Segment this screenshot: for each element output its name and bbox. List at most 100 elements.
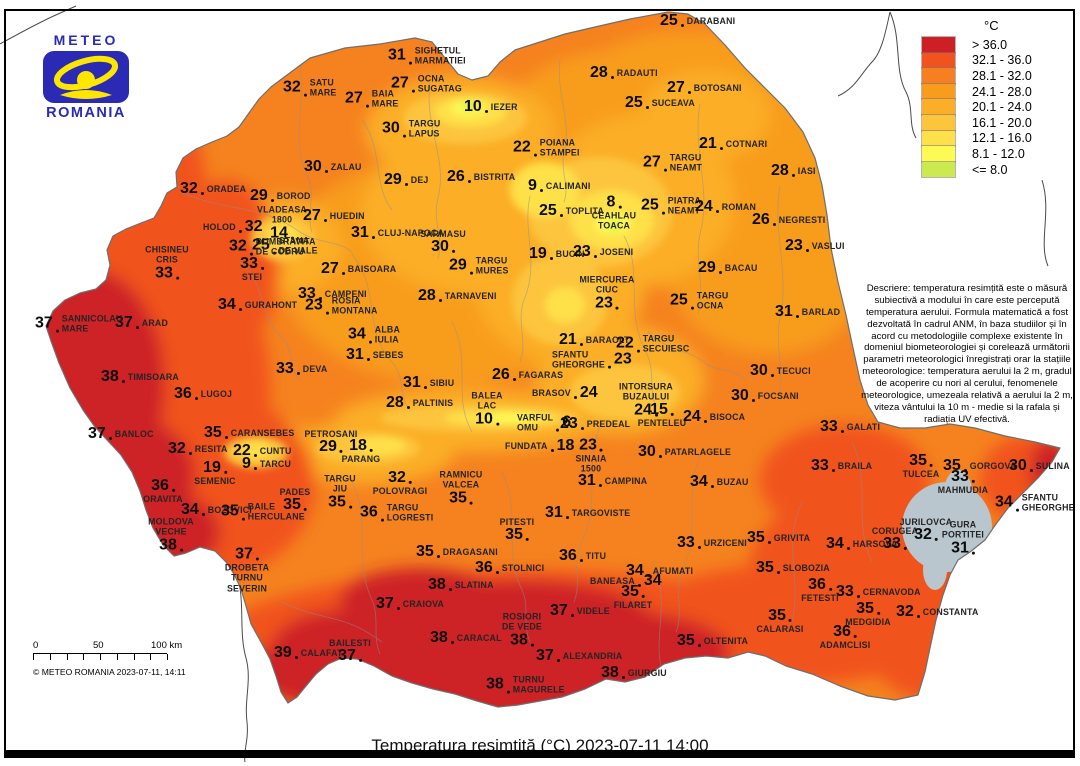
station-marker-dot: [579, 559, 583, 562]
station-label: ROSIORI DE VEDE: [501, 611, 543, 632]
station-label: OLTENITA: [703, 635, 749, 646]
station-baile-herculane: 35 BAILE HERCULANE: [221, 502, 305, 523]
station-marker-dot: [697, 644, 701, 647]
station-marker-dot: [680, 24, 684, 27]
station-marker-dot: [772, 223, 776, 226]
station-value: 27: [321, 260, 339, 277]
legend-item: > 36.0: [921, 36, 1032, 54]
station-label: CRAIOVA: [402, 598, 445, 609]
station-value: 15: [650, 400, 668, 418]
station-label: DEJ: [410, 174, 429, 185]
station-brasov: BRASOV 24: [532, 385, 598, 401]
station-marker-dot: [934, 538, 938, 542]
station-tecuci: 30 TECUCI: [750, 363, 811, 379]
station-label: GALATI: [846, 421, 881, 432]
legend-range-label: 8.1 - 12.0: [972, 146, 1025, 161]
station-turnu-magurele: 38 TURNU MAGURELE: [486, 675, 565, 696]
station-marker-dot: [690, 306, 694, 310]
station-marker-dot: [135, 326, 139, 329]
station-value: 31: [388, 47, 406, 64]
station-chisineu-cris: CHISINEU CRIS 33: [145, 245, 189, 282]
station-value: 32: [896, 603, 914, 620]
station-marker-dot: [579, 343, 583, 346]
station-label: CALIMANI: [545, 180, 591, 191]
station-rosiori-de-vede: ROSIORI DE VEDE 38: [502, 612, 542, 649]
station-marker-dot: [549, 257, 553, 260]
station-value: 35: [328, 493, 346, 511]
station-marker-dot: [697, 546, 701, 549]
station-label: PENTELEU: [637, 417, 687, 428]
station-predeal: 23 PREDEAL: [560, 416, 630, 432]
legend-swatch: [921, 98, 956, 116]
station-value: 26: [447, 168, 465, 185]
station-label: SEMENIC: [194, 475, 236, 486]
station-value: 28: [590, 64, 608, 81]
station-value: 39: [274, 644, 292, 661]
station-value: 19: [529, 245, 547, 262]
station-paltinis: 28 PALTINIS: [386, 395, 453, 411]
station-marker-dot: [831, 469, 835, 472]
station-marker-dot: [715, 210, 719, 213]
station-marker-dot: [323, 219, 327, 222]
station-value: 35: [621, 582, 639, 600]
station-value: 31: [545, 504, 563, 521]
legend-item: 20.1 - 24.0: [921, 98, 1032, 116]
station-suceava: 25 SUCEAVA: [625, 95, 695, 111]
legend-swatch: [921, 113, 956, 132]
station-value: 34: [826, 535, 844, 552]
station-vladeasa-1800: VLADEASA 1800 14: [257, 205, 307, 242]
legend-item: 8.1 - 12.0: [921, 145, 1032, 163]
station-label: LUGOJ: [200, 388, 233, 399]
legend-swatch: [921, 51, 956, 70]
station-label: DEVA: [302, 363, 328, 374]
legend-item: 32.1 - 36.0: [921, 51, 1032, 70]
station-marker-dot: [396, 607, 400, 610]
station-label: SFANTU GHEORGHE: [552, 349, 605, 370]
station-urziceni: 33 URZICENI: [677, 535, 747, 551]
station-marker-dot: [853, 634, 857, 638]
station-lugoj: 36 LUGOJ: [174, 386, 232, 402]
station-value: 35: [505, 526, 523, 544]
station-label: TITU: [585, 550, 607, 561]
station-label: TARGU OCNA: [696, 290, 729, 311]
legend-item: 12.1 - 16.0: [921, 129, 1032, 148]
station-baia-mare: 27 BAIA MARE: [345, 89, 399, 110]
station-negresti: 26 NEGRESTI: [752, 212, 825, 228]
legend-swatch: [921, 82, 956, 101]
station-value: 25: [641, 197, 659, 214]
station-label: BRAILA: [837, 460, 873, 471]
station-patarlagele: 30 PATARLAGELE: [638, 444, 731, 460]
station-grivita: 35 GRIVITA: [747, 530, 810, 546]
legend-range-label: 12.1 - 16.0: [972, 131, 1032, 146]
station-marker-dot: [525, 538, 529, 542]
station-label: PREDEAL: [586, 418, 631, 429]
station-marker-dot: [929, 463, 933, 467]
station-value: 34: [690, 473, 708, 490]
station-galati: 33 GALATI: [820, 419, 880, 435]
station-marker-dot: [406, 406, 410, 409]
station-value: 35: [221, 503, 239, 520]
station-marker-dot: [469, 501, 473, 505]
station-label: RADAUTI: [616, 67, 658, 78]
station-marker-dot: [565, 516, 569, 519]
station-label: SLOBOZIA: [782, 562, 830, 573]
station-marker-dot: [241, 517, 245, 521]
station-label: OCNA SUGATAG: [417, 73, 462, 94]
station-marker-dot: [380, 518, 384, 522]
station-label: BACAU: [724, 262, 758, 273]
station-marker-dot: [194, 397, 198, 400]
station-marker-dot: [365, 104, 369, 108]
station-marker-dot: [325, 311, 329, 315]
station-marker-dot: [436, 555, 440, 558]
station-marker-dot: [776, 571, 780, 574]
scale-bar-line: [33, 653, 168, 661]
station-value: 31: [403, 374, 421, 391]
legend-swatch: [921, 129, 956, 148]
station-parang: 18 PARANG: [342, 437, 381, 464]
station-bisoca: 24 BISOCA: [683, 409, 745, 425]
station-bailesti: BAILESTI 37: [329, 638, 371, 664]
station-marker-dot: [512, 378, 516, 381]
station-label: BANLOC: [114, 428, 154, 439]
station-value: 27: [303, 207, 321, 224]
station-marker-dot: [171, 488, 175, 492]
